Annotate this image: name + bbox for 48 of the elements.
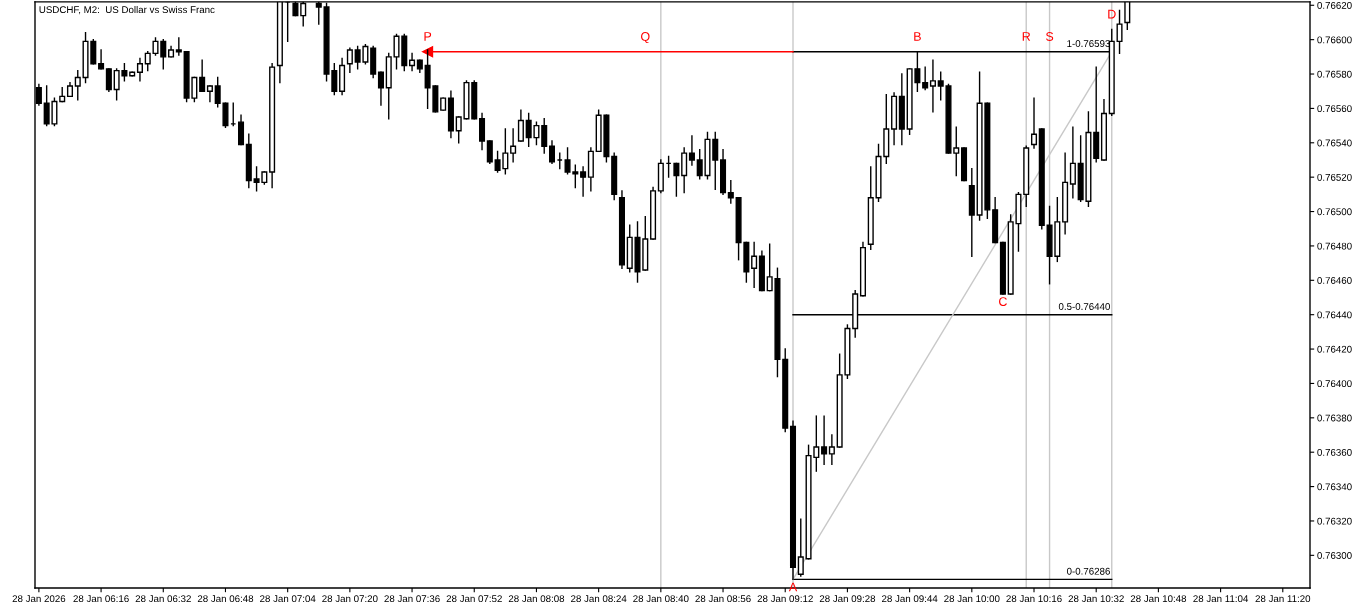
x-tick-label: 28 Jan 2026 xyxy=(12,595,66,603)
x-tick-label: 28 Jan 10:48 xyxy=(1130,595,1187,603)
y-tick-label: 0.76540 xyxy=(1317,139,1352,147)
annotation: Q xyxy=(641,32,650,44)
x-tick-label: 28 Jan 07:36 xyxy=(384,595,440,603)
x-tick-label: 28 Jan 08:56 xyxy=(695,595,751,603)
x-tick-label: 28 Jan 08:24 xyxy=(571,595,627,603)
annotation: C xyxy=(999,297,1007,307)
y-tick-label: 0.76340 xyxy=(1317,483,1352,491)
y-tick-label: 0.76400 xyxy=(1317,380,1352,388)
x-tick-label: 28 Jan 11:20 xyxy=(1255,595,1311,603)
x-tick-label: 28 Jan 06:32 xyxy=(135,595,191,603)
x-tick-label: 28 Jan 06:48 xyxy=(197,595,254,603)
y-tick-label: 0.76520 xyxy=(1317,173,1352,181)
x-tick-label: 28 Jan 06:16 xyxy=(73,595,129,603)
x-tick-label: 28 Jan 10:00 xyxy=(944,595,1000,603)
annotation: P xyxy=(424,32,432,41)
x-tick-label: 28 Jan 09:44 xyxy=(882,595,938,603)
y-tick-label: 0.76420 xyxy=(1317,345,1352,353)
annotation: D xyxy=(1108,9,1116,19)
y-tick-label: 0.76320 xyxy=(1317,517,1352,525)
x-tick-label: 28 Jan 08:40 xyxy=(633,595,689,603)
x-tick-label: 28 Jan 07:04 xyxy=(260,595,316,603)
x-tick-label: 28 Jan 09:12 xyxy=(757,595,813,603)
series-label: 0-0.76286 xyxy=(1066,567,1110,575)
y-tick-label: 0.76580 xyxy=(1317,70,1352,78)
x-tick-label: 28 Jan 08:08 xyxy=(508,595,565,603)
x-tick-label: 28 Jan 11:04 xyxy=(1193,595,1249,603)
x-tick-label: 28 Jan 09:28 xyxy=(819,595,876,603)
annotation: R xyxy=(1022,32,1031,41)
x-tick-label: 28 Jan 10:16 xyxy=(1006,595,1062,603)
y-tick-label: 0.76460 xyxy=(1317,277,1352,284)
y-tick-label: 0.76620 xyxy=(1317,2,1352,9)
x-tick-label: 28 Jan 07:20 xyxy=(322,595,378,603)
x-tick-label: 28 Jan 07:52 xyxy=(446,595,502,603)
y-tick-label: 0.76500 xyxy=(1317,208,1352,216)
y-tick-label: 0.76360 xyxy=(1317,448,1352,456)
annotation: B xyxy=(914,32,921,41)
y-tick-label: 0.76440 xyxy=(1317,311,1352,319)
y-tick-label: 0.76380 xyxy=(1317,414,1352,422)
y-tick-label: 0.76300 xyxy=(1317,552,1352,559)
x-tick-label: 28 Jan 10:32 xyxy=(1068,595,1124,603)
y-tick-label: 0.76560 xyxy=(1317,105,1352,113)
chart-title: USDCHF, M2: US Dollar vs Swiss Franc xyxy=(39,5,215,15)
series-label: 0.5-0.76440 xyxy=(1058,303,1110,310)
annotation: S xyxy=(1045,32,1054,41)
y-tick-label: 0.76480 xyxy=(1317,242,1352,250)
y-tick-label: 0.76600 xyxy=(1317,36,1352,44)
